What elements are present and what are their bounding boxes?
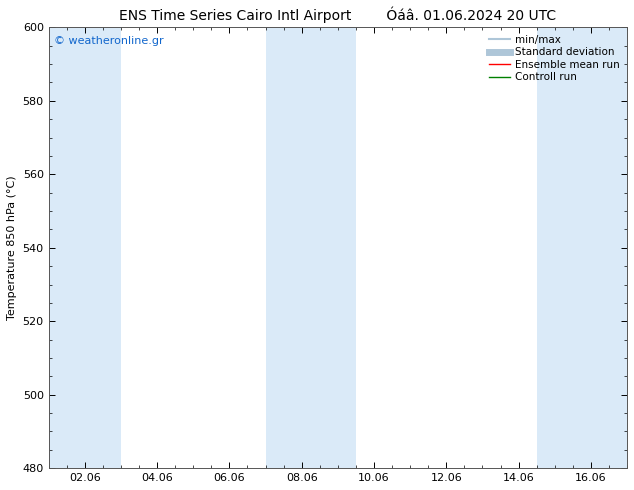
Bar: [266, 27, 356, 468]
Legend: min/max, Standard deviation, Ensemble mean run, Controll run: min/max, Standard deviation, Ensemble me…: [487, 33, 622, 85]
Bar: [49, 27, 121, 468]
Title: ENS Time Series Cairo Intl Airport        Óáâ. 01.06.2024 20 UTC: ENS Time Series Cairo Intl Airport Óáâ. …: [119, 7, 557, 24]
Text: © weatheronline.gr: © weatheronline.gr: [55, 36, 164, 46]
Bar: [536, 27, 627, 468]
Y-axis label: Temperature 850 hPa (°C): Temperature 850 hPa (°C): [7, 175, 17, 320]
